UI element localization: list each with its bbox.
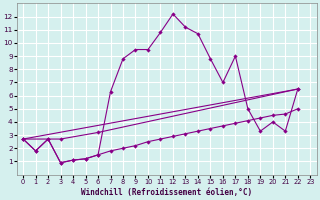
X-axis label: Windchill (Refroidissement éolien,°C): Windchill (Refroidissement éolien,°C) — [81, 188, 252, 197]
